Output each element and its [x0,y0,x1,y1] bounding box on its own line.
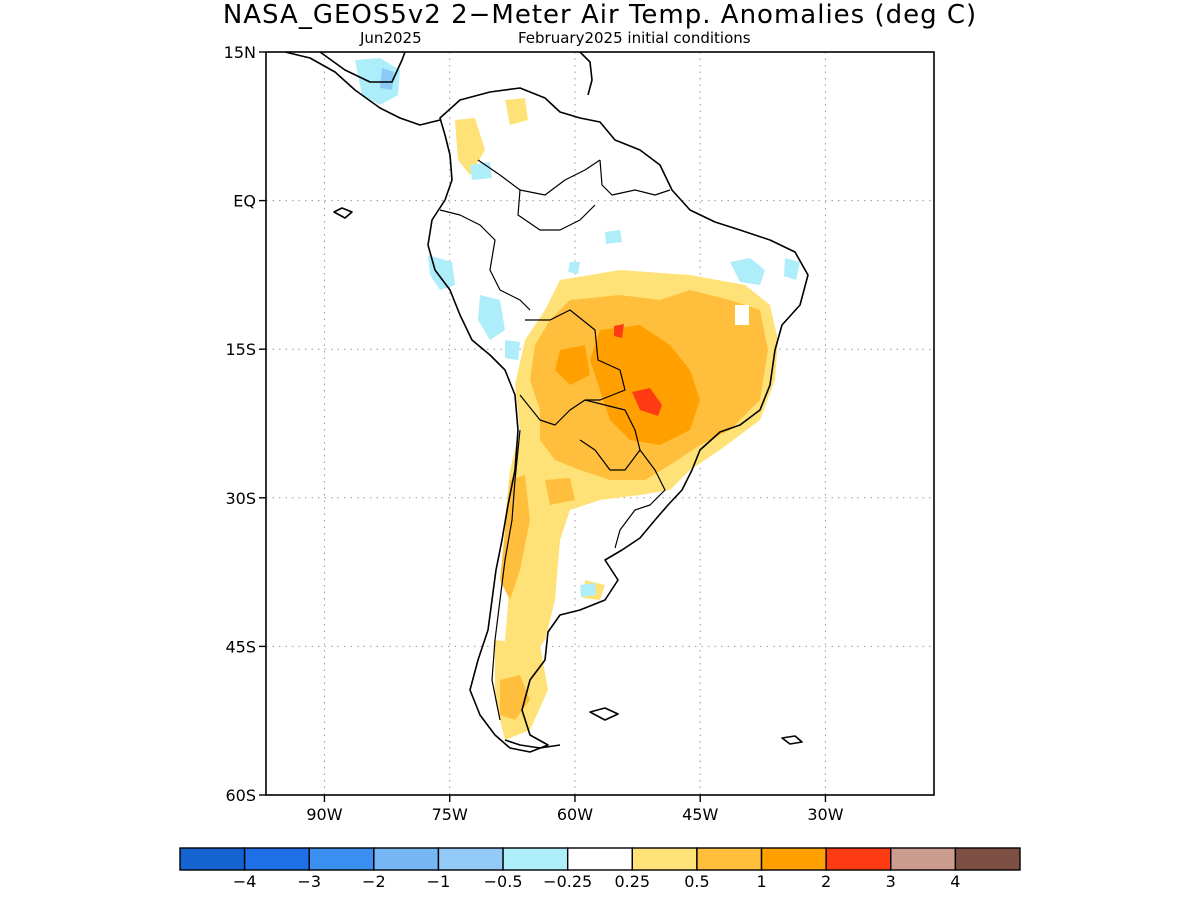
hot-anomaly-spot [614,324,624,338]
cool-anomaly-region [730,258,765,285]
country-border [477,159,601,196]
legend-label: −4 [233,872,257,891]
latitude-label: 15S [225,340,256,359]
country-border [517,189,596,231]
legend-label: −1 [427,872,451,891]
latitude-label: 15N [224,43,256,62]
legend-swatch [696,847,763,871]
legend-swatch [825,847,892,871]
map-frame [265,51,935,796]
legend-label: −0.25 [543,872,592,891]
hot-anomaly-spot [632,388,662,416]
falkland-islands [589,707,619,721]
latitude-axis: 15N EQ 15S 30S 45S 60S [224,43,266,805]
tierra-del-fuego [504,739,561,749]
legend-label: 0.5 [684,872,709,891]
cool-anomaly-region [568,262,580,274]
legend-swatch [631,847,698,871]
cool-anomaly-region [605,230,622,244]
country-border [491,429,521,721]
cool-anomaly-region [380,68,394,90]
color-legend: −4 −3 −2 −1 −0.5 −0.25 0.25 0.5 1 2 3 4 [179,847,1021,891]
warm-anomaly-region [545,478,575,505]
initial-conditions-label: February2025 initial conditions [518,29,751,47]
latitude-label: 30S [225,489,256,508]
legend-label: 1 [756,872,766,891]
latitude-label: 60S [225,786,256,805]
legend-swatch [760,847,827,871]
valid-month: Jun2025 [360,29,422,47]
warm-anomaly-region [590,325,700,445]
central-america-coastline [319,52,406,83]
longitude-axis: 90W 75W 60W 45W 30W [306,795,844,824]
legend-label: −2 [362,872,386,891]
map-title: NASA_GEOS5v2 2−Meter Air Temp. Anomalies… [222,0,978,30]
coastlines [284,52,809,753]
legend-swatch [954,847,1021,871]
legend-swatch [890,847,957,871]
longitude-label: 45W [682,805,718,824]
country-border [439,209,531,311]
anomaly-shading [355,58,800,740]
cool-anomaly-region [478,295,505,340]
country-border [614,449,666,549]
cool-anomaly-region [580,583,596,597]
longitude-label: 90W [306,805,342,824]
south-america-coastline [427,87,809,753]
longitude-label: 75W [432,805,468,824]
warm-anomaly-region [455,118,485,175]
cool-anomaly-region [784,258,800,280]
galapagos-islands [333,207,353,219]
caribbean-islands [579,52,593,96]
legend-swatch [308,847,375,871]
legend-swatch [502,847,569,871]
legend-label: −0.5 [484,872,523,891]
latitude-label: EQ [233,192,256,211]
legend-swatch [243,847,310,871]
south-georgia-island [781,735,803,745]
warm-anomaly-region [505,98,528,125]
legend-label: 2 [821,872,831,891]
country-border [519,309,626,426]
neutral-patch [735,305,749,325]
longitude-label: 30W [807,805,843,824]
legend-label: −3 [297,872,321,891]
legend-label: 3 [886,872,896,891]
cool-anomaly-region [505,340,520,360]
latitude-label: 45S [225,637,256,656]
central-america-coastline [284,52,441,126]
country-border [599,159,671,196]
warm-anomaly-region [555,345,590,385]
legend-swatch [566,847,634,871]
legend-swatch [179,847,246,871]
legend-label: 0.25 [614,872,650,891]
legend-label: 4 [950,872,960,891]
legend-swatch [437,847,504,871]
cool-anomaly-region [470,162,492,180]
legend-swatch [373,847,440,871]
longitude-label: 60W [557,805,593,824]
cool-anomaly-region [428,255,455,290]
